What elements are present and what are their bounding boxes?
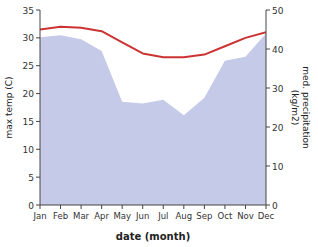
y-tick-label: 25 (23, 61, 34, 71)
y-tick (36, 65, 40, 66)
x-tick-label: Oct (218, 211, 233, 221)
x-tick (60, 205, 61, 209)
x-tick (101, 205, 102, 209)
x-tick-label: Nov (237, 211, 254, 221)
x-tick-label: May (113, 211, 131, 221)
y2-tick (266, 205, 270, 206)
temperature-line (40, 27, 266, 58)
y2-axis-line (266, 10, 267, 205)
x-tick-label: Aug (176, 211, 193, 221)
x-tick (204, 205, 205, 209)
x-axis-line (40, 205, 266, 206)
x-tick-label: Dec (258, 211, 275, 221)
x-tick (40, 205, 41, 209)
y-tick (36, 121, 40, 122)
x-tick-label: Mar (73, 211, 90, 221)
x-axis-label: date (month) (116, 231, 190, 242)
y2-tick (266, 49, 270, 50)
y-tick-label: 35 (23, 6, 34, 16)
y-tick (36, 149, 40, 150)
x-tick (122, 205, 123, 209)
x-tick (81, 205, 82, 209)
y2-tick (266, 88, 270, 89)
y2-axis-label-line: (kg/m2) (290, 90, 300, 125)
x-tick (245, 205, 246, 209)
y2-tick (266, 127, 270, 128)
y-axis-label: max temp (C) (4, 76, 14, 138)
x-tick-label: Feb (53, 211, 68, 221)
y-tick-label: 5 (28, 173, 34, 183)
y-axis-line (40, 10, 41, 205)
y2-tick-label: 10 (272, 162, 284, 172)
y2-tick-label: 30 (272, 84, 284, 94)
y2-axis-label: med. precipitation(kg/m2) (290, 66, 311, 148)
y-tick-label: 10 (23, 145, 35, 155)
x-tick-label: Jul (157, 211, 168, 221)
y-tick (36, 205, 40, 206)
y2-tick-label: 50 (272, 6, 284, 16)
x-tick (224, 205, 225, 209)
x-tick-label: Sep (196, 211, 212, 221)
x-tick (163, 205, 164, 209)
x-tick (142, 205, 143, 209)
y2-tick-label: 40 (272, 45, 284, 55)
y2-tick-label: 20 (272, 123, 284, 133)
x-tick (183, 205, 184, 209)
x-tick-label: Jan (32, 211, 46, 221)
x-tick-label: Apr (94, 211, 109, 221)
precipitation-area (40, 33, 266, 205)
y-tick (36, 93, 40, 94)
y-tick-label: 20 (23, 89, 35, 99)
x-tick-label: Jun (135, 211, 149, 221)
y-tick (36, 177, 40, 178)
y-tick-label: 15 (23, 117, 34, 127)
y-tick-label: 30 (23, 33, 35, 43)
x-tick (266, 205, 267, 209)
y-tick (36, 37, 40, 38)
y2-tick (266, 10, 270, 11)
y-tick-label: 0 (28, 201, 34, 211)
chart: JanFebMarAprMayJunJulAugSepOctNovDec0510… (0, 0, 318, 247)
plot-area (40, 27, 266, 205)
y2-axis-label-line: med. precipitation (301, 66, 311, 148)
y2-tick-label: 0 (272, 201, 278, 211)
y2-tick (266, 166, 270, 167)
y-tick (36, 10, 40, 11)
